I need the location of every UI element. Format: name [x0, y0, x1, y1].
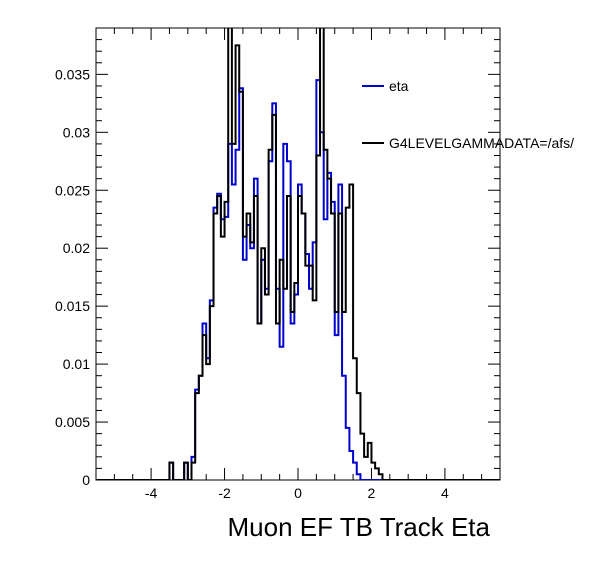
legend-label: G4LEVELGAMMADATA=/afs/ [389, 135, 574, 151]
x-tick-label: 0 [294, 485, 302, 501]
y-tick-label: 0.015 [55, 298, 90, 314]
x-tick-label: 4 [441, 485, 449, 501]
y-tick-label: 0.025 [55, 182, 90, 198]
series-layer [96, 28, 500, 480]
x-axis-label: Muon EF TB Track Eta [227, 512, 490, 542]
x-tick-label: -2 [218, 485, 231, 501]
legend-label: eta [389, 78, 409, 94]
legend: eta G4LEVELGAMMADATA=/afs/ [362, 78, 574, 151]
y-tick-label: 0 [82, 472, 90, 488]
y-axis: 0 0.005 0.01 0.015 0.02 0.025 0.03 0.035 [55, 27, 500, 488]
x-tick-label: -4 [145, 485, 158, 501]
series-line-g4levelgammadata [96, 28, 500, 480]
x-tick-label: 2 [368, 485, 376, 501]
y-tick-label: 0.02 [63, 240, 90, 256]
x-axis: -4 -2 0 2 4 [95, 28, 501, 501]
y-tick-label: 0.03 [63, 124, 90, 140]
y-tick-label: 0.01 [63, 356, 90, 372]
y-tick-label: 0.035 [55, 66, 90, 82]
y-tick-label: 0.005 [55, 414, 90, 430]
